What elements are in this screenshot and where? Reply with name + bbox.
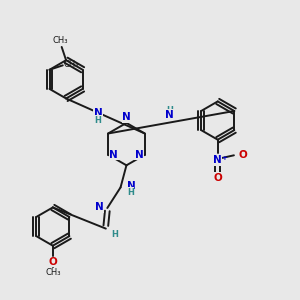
Text: H: H <box>94 116 101 124</box>
Text: N: N <box>109 150 118 160</box>
Text: O: O <box>238 150 247 160</box>
Text: N: N <box>213 155 222 165</box>
Text: CH₃: CH₃ <box>45 268 61 278</box>
Text: N: N <box>135 150 144 160</box>
Text: H: H <box>111 230 118 239</box>
Text: H: H <box>166 106 173 115</box>
Text: N: N <box>95 202 104 212</box>
Text: O: O <box>213 173 222 183</box>
Text: N: N <box>122 112 131 122</box>
Text: +: + <box>221 155 227 161</box>
Text: ⁻: ⁻ <box>241 148 245 158</box>
Text: CH₃: CH₃ <box>64 60 80 69</box>
Text: O: O <box>49 257 57 267</box>
Text: N: N <box>94 108 103 118</box>
Text: CH₃: CH₃ <box>52 37 68 46</box>
Text: N: N <box>127 181 136 191</box>
Text: H: H <box>127 188 134 196</box>
Text: N: N <box>165 110 174 120</box>
